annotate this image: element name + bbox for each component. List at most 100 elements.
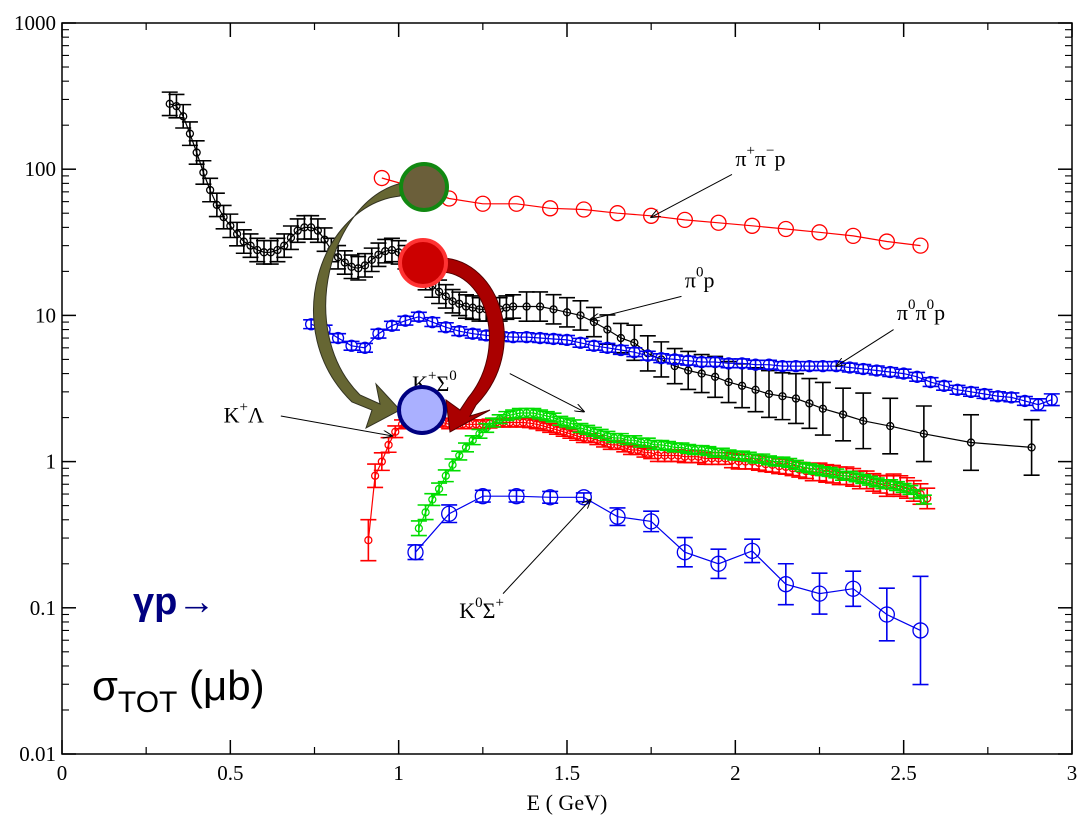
data-point bbox=[547, 332, 560, 346]
data-point bbox=[978, 387, 991, 401]
label-superscript: 0 bbox=[908, 297, 916, 313]
annotation-label-pipimp: π+π−p bbox=[735, 143, 785, 171]
data-point bbox=[372, 327, 385, 340]
data-point bbox=[179, 112, 188, 121]
blue-circle-marker bbox=[397, 385, 447, 435]
data-point bbox=[587, 339, 601, 352]
annotation-label-pi0p: π0p bbox=[685, 265, 715, 293]
data-point bbox=[358, 341, 372, 354]
data-point bbox=[340, 258, 349, 267]
data-point bbox=[506, 330, 520, 344]
label-base: π bbox=[735, 146, 746, 171]
data-point bbox=[384, 440, 393, 450]
olive-curved-arrow bbox=[313, 182, 403, 430]
data-point bbox=[364, 536, 373, 545]
data-point bbox=[520, 330, 533, 344]
data-point bbox=[1027, 443, 1036, 452]
data-point bbox=[482, 423, 491, 433]
data-point bbox=[562, 308, 572, 317]
data-point bbox=[878, 606, 895, 623]
data-point bbox=[641, 349, 654, 362]
data-point bbox=[816, 359, 830, 373]
data-point bbox=[710, 372, 720, 381]
series-line bbox=[415, 495, 921, 631]
data-point bbox=[845, 580, 862, 597]
data-point bbox=[609, 508, 626, 525]
data-point bbox=[455, 299, 464, 308]
data-point bbox=[370, 471, 380, 480]
data-point bbox=[428, 495, 437, 504]
sigma-symbol: σ bbox=[92, 662, 118, 709]
data-point bbox=[239, 237, 248, 246]
data-point bbox=[655, 352, 668, 365]
data-point bbox=[744, 542, 761, 560]
series-line bbox=[310, 316, 1053, 406]
data-point bbox=[708, 355, 722, 369]
series-5 bbox=[407, 488, 929, 686]
data-point bbox=[542, 200, 559, 217]
data-point bbox=[803, 359, 816, 373]
data-point bbox=[293, 226, 302, 235]
data-point bbox=[878, 233, 895, 250]
data-point bbox=[333, 253, 343, 262]
data-point bbox=[407, 544, 424, 561]
data-point bbox=[508, 302, 518, 311]
data-point bbox=[1045, 393, 1058, 406]
data-point bbox=[845, 227, 862, 245]
overlay: γp→ σTOT (μb) bbox=[92, 162, 505, 719]
data-point bbox=[421, 508, 430, 517]
annotation-arrow bbox=[836, 329, 894, 367]
x-tick-label: 0 bbox=[57, 761, 68, 785]
label-superscript: 0 bbox=[927, 297, 935, 313]
data-point bbox=[897, 367, 910, 380]
data-point bbox=[246, 241, 255, 250]
data-point bbox=[964, 385, 978, 398]
label-tail: p bbox=[934, 300, 945, 325]
data-point bbox=[331, 331, 345, 345]
label-base: π bbox=[916, 300, 927, 325]
label-superscript: 0 bbox=[449, 368, 457, 384]
x-tick-label: 1.5 bbox=[554, 761, 580, 785]
data-point bbox=[724, 377, 733, 387]
sigma-subscript: TOT bbox=[118, 686, 177, 719]
data-point bbox=[185, 129, 195, 138]
data-point bbox=[172, 101, 181, 111]
sigma-tot-label: σTOT (μb) bbox=[92, 662, 265, 719]
series-line bbox=[381, 177, 921, 247]
data-point bbox=[966, 438, 976, 447]
annotation-label-k0sigp: K0Σ+ bbox=[459, 595, 504, 623]
data-point bbox=[373, 169, 390, 187]
data-point bbox=[488, 418, 498, 427]
data-point bbox=[838, 410, 848, 419]
data-point bbox=[744, 217, 761, 234]
data-point bbox=[668, 353, 681, 366]
data-point bbox=[710, 214, 727, 231]
data-point bbox=[676, 211, 693, 229]
x-tick-label: 2.5 bbox=[891, 761, 917, 785]
data-point bbox=[508, 488, 525, 505]
annotation-arrow bbox=[502, 500, 591, 594]
data-point bbox=[320, 235, 329, 244]
series-4 bbox=[410, 407, 932, 537]
axes: 0 0.5 1 1.5 2 2.5 3 0.01 0.1 1 10 100 1000 E ( GeV) bbox=[14, 11, 1077, 815]
data-point bbox=[522, 302, 531, 311]
data-point bbox=[616, 333, 626, 343]
data-point bbox=[441, 471, 450, 480]
data-point bbox=[843, 361, 856, 374]
label-superscript: + bbox=[428, 368, 436, 384]
data-point bbox=[710, 555, 727, 572]
data-point bbox=[614, 343, 628, 357]
data-point bbox=[542, 489, 559, 506]
annotation-arrow bbox=[509, 373, 584, 412]
data-point bbox=[910, 370, 924, 383]
annotation-arrow bbox=[280, 415, 392, 436]
annotation-label-kplam: K+Λ bbox=[224, 400, 264, 428]
data-point bbox=[377, 457, 386, 466]
data-point bbox=[609, 205, 626, 222]
label-tail: Λ bbox=[248, 403, 264, 428]
annotation-arrow bbox=[651, 174, 733, 217]
data-point bbox=[811, 224, 828, 241]
y-tick-label: 1 bbox=[46, 450, 57, 474]
data-point bbox=[1032, 398, 1045, 411]
